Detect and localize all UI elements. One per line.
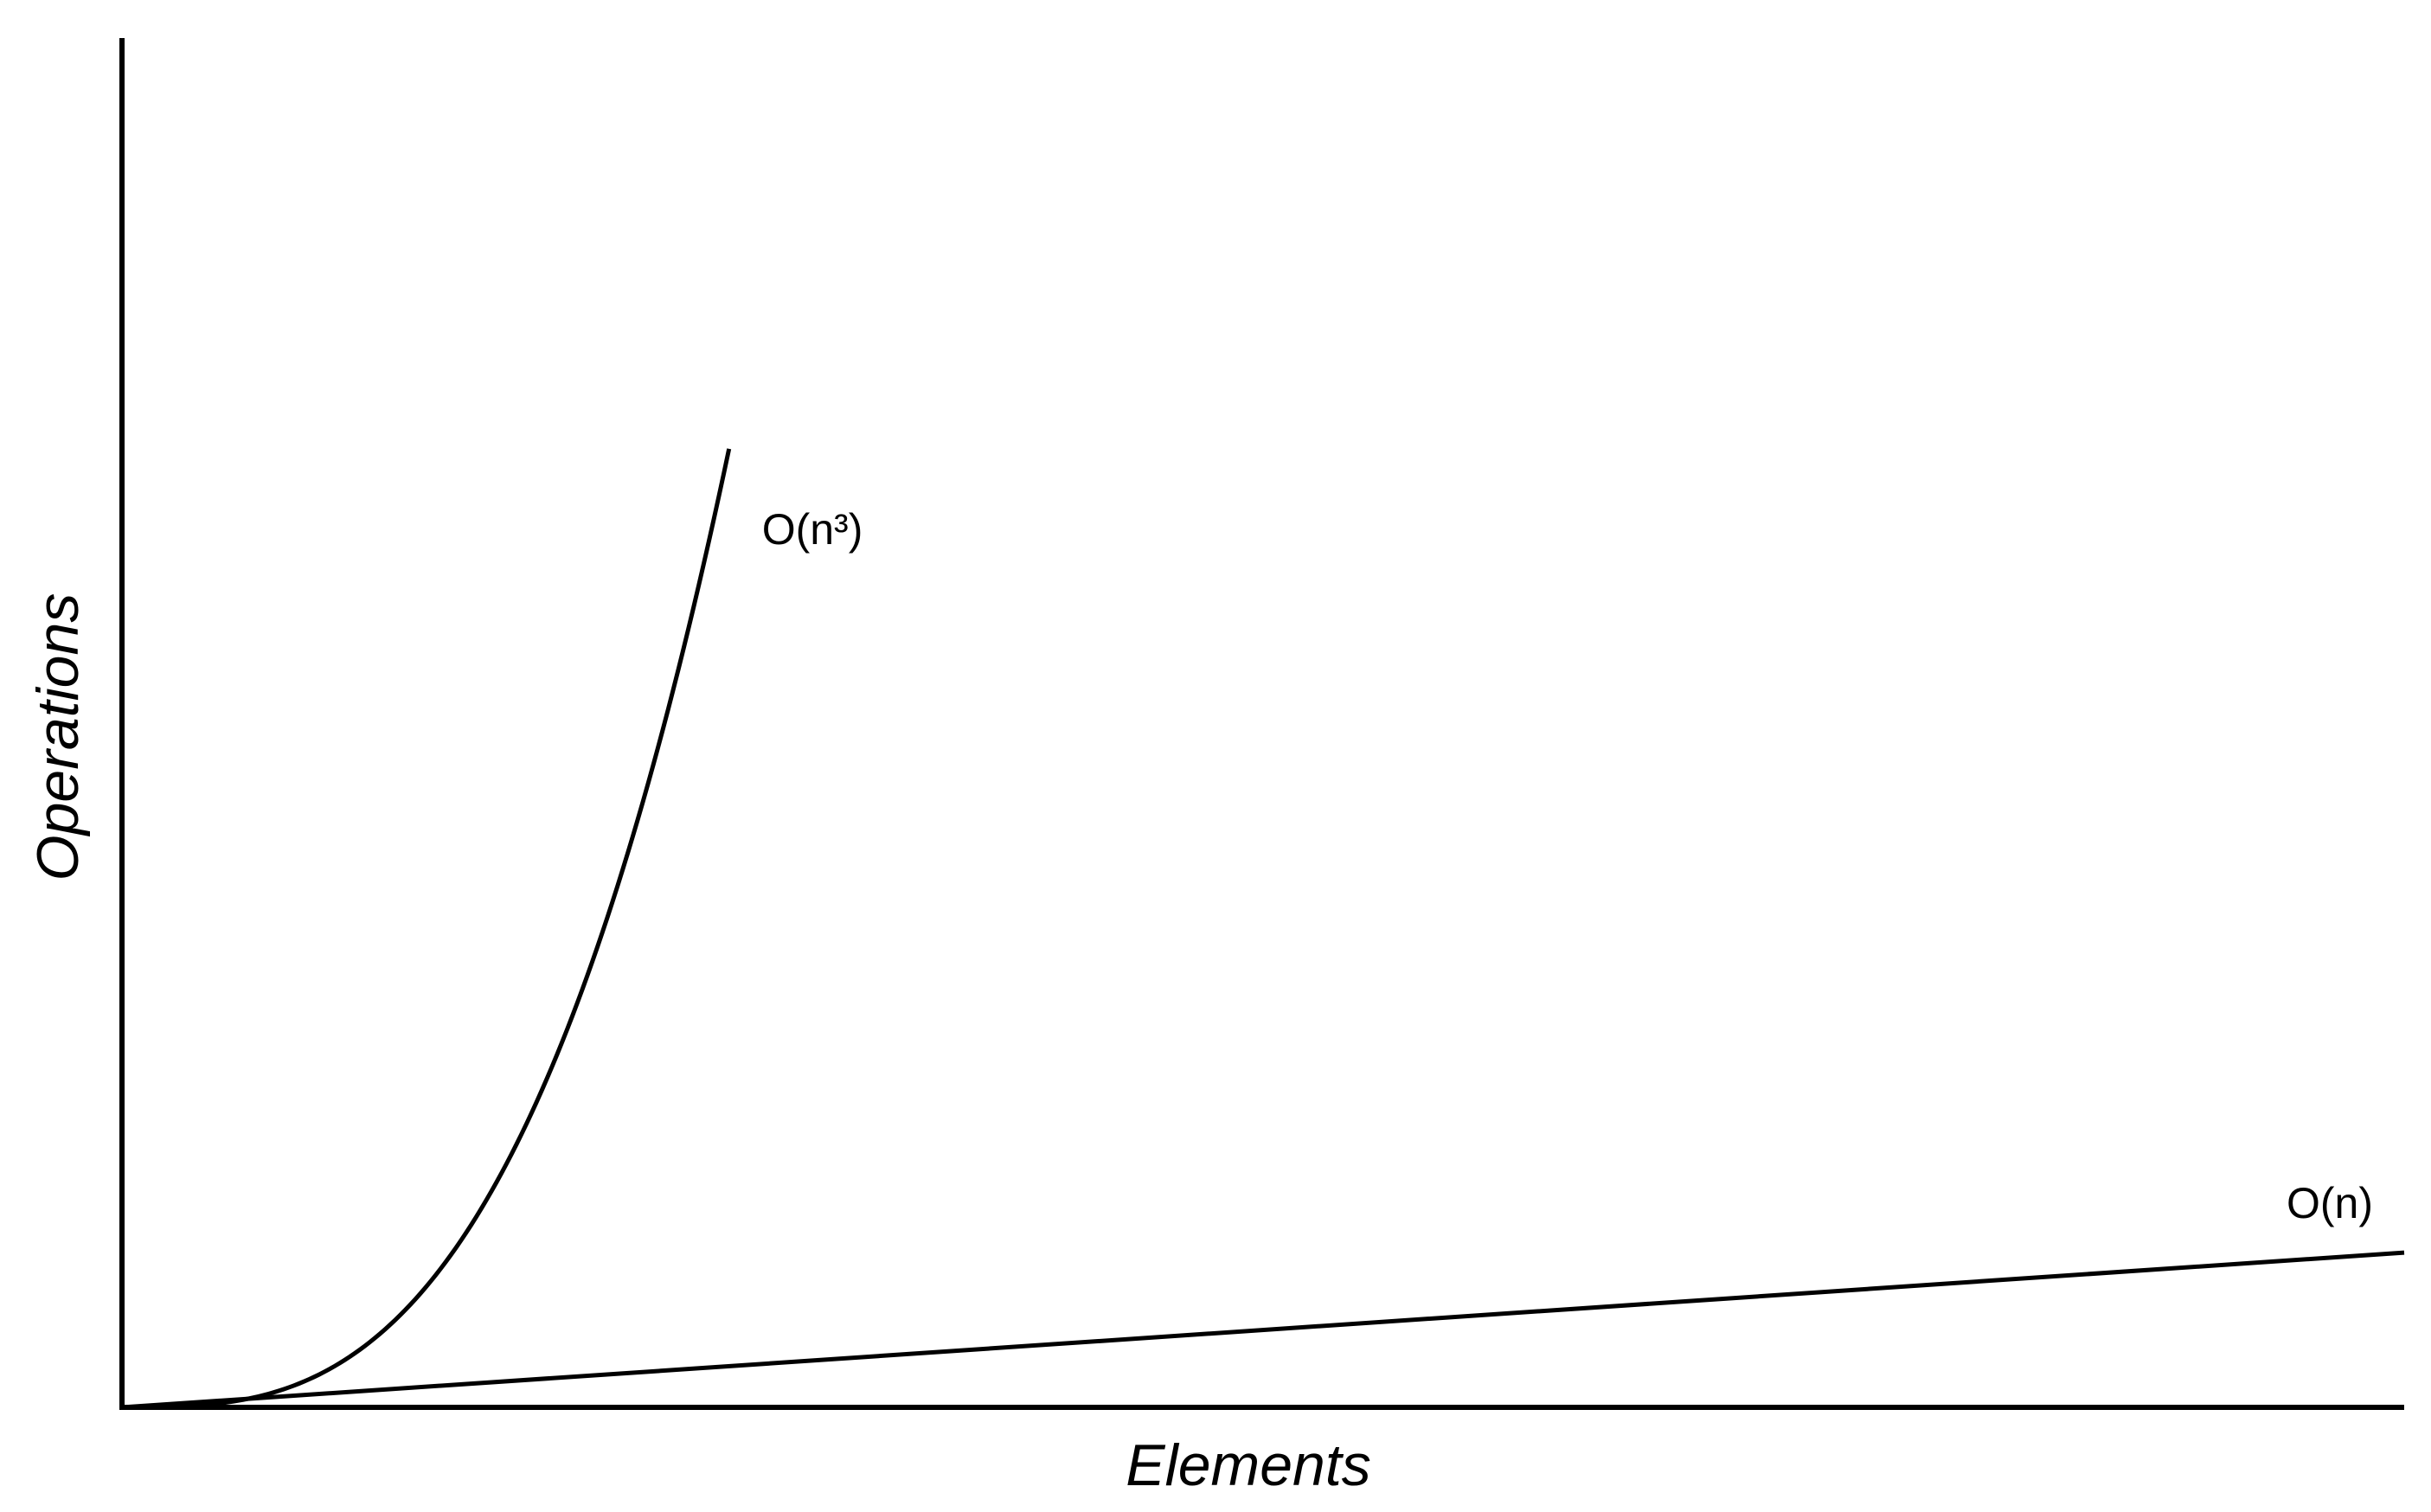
x-axis-title: Elements xyxy=(1126,1432,1370,1498)
axes xyxy=(119,38,2404,1410)
series-line-cubic xyxy=(122,448,732,1410)
series-line-linear xyxy=(121,1250,2405,1410)
series-label-linear: O(n) xyxy=(2287,1179,2373,1227)
series-labels: O(n³) O(n) xyxy=(762,505,2373,1227)
series-lines xyxy=(121,448,2405,1410)
y-axis-title: Operations xyxy=(25,593,91,881)
series-label-cubic: O(n³) xyxy=(762,505,863,554)
